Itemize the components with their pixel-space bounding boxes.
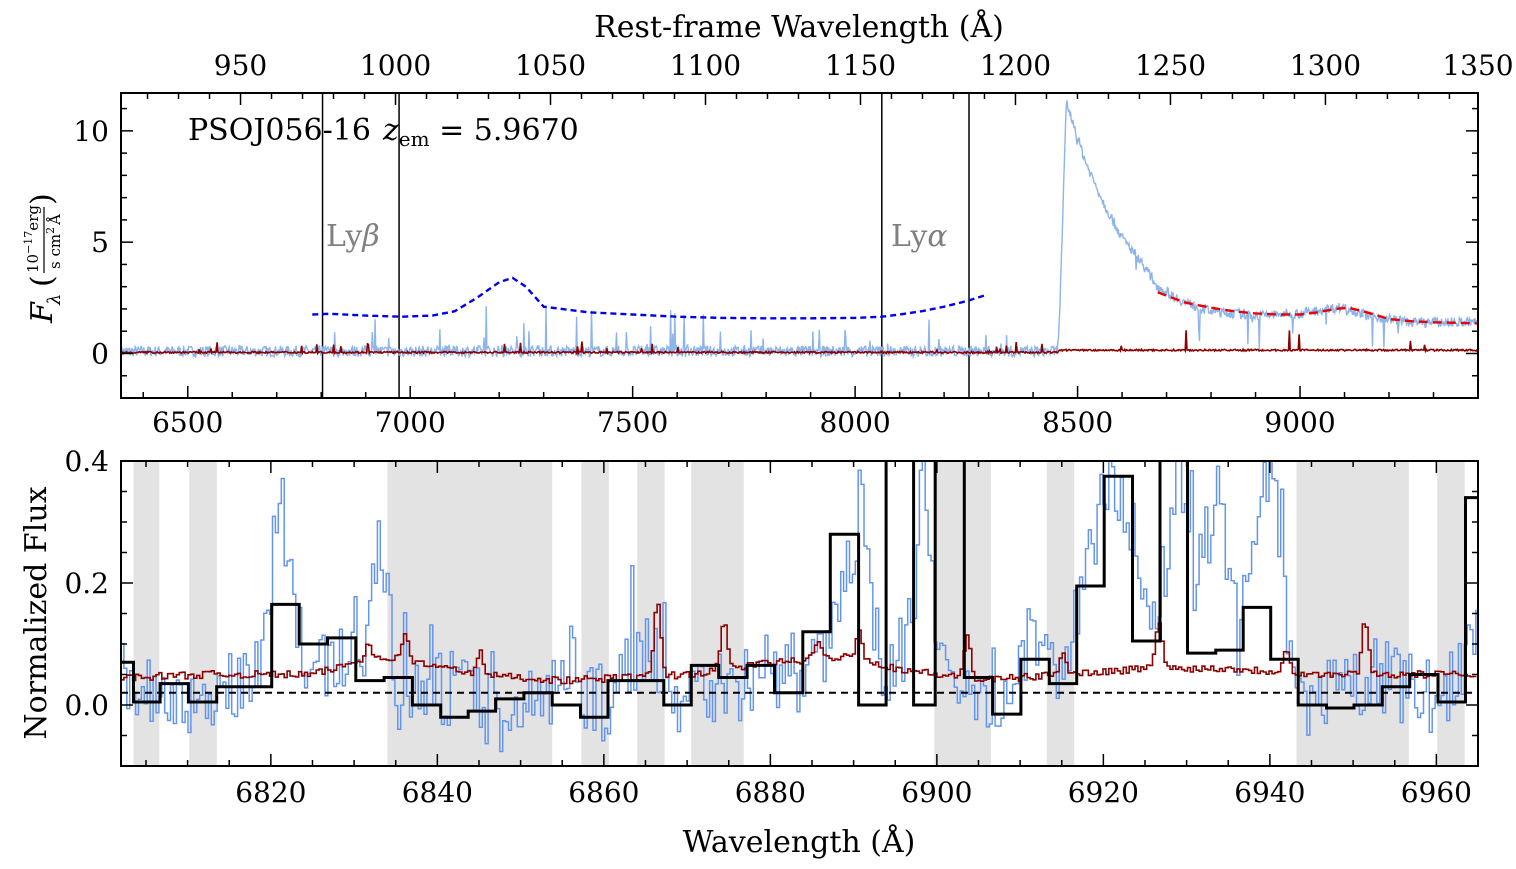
top-plot-area	[121, 93, 1478, 398]
secondary-x-tick-label: 1100	[670, 49, 741, 82]
masked-region-9	[1437, 461, 1465, 766]
secondary-x-tick-label: 1300	[1290, 49, 1361, 82]
masked-region-3	[581, 461, 609, 766]
masked-region-1	[189, 461, 217, 766]
top-flux-series	[121, 100, 1478, 360]
bottom-y-tick-label: 0.4	[64, 445, 109, 478]
bottom-x-tick-label: 6920	[1068, 776, 1139, 809]
secondary-x-tick-label: 1250	[1135, 49, 1206, 82]
svg-text:): )	[25, 193, 60, 205]
bottom-tick-marks	[121, 460, 1479, 767]
masked-region-0	[133, 461, 160, 766]
bottom-x-tick-label: 6960	[1401, 776, 1472, 809]
lyman-alpha-label: Lyα	[891, 219, 948, 254]
bottom-x-tick-label: 6880	[735, 776, 806, 809]
top-x-tick-label: 8000	[819, 406, 890, 439]
bottom-y-axis-title: Normalized Flux	[19, 486, 54, 739]
top-y-tick-label: 10	[73, 115, 109, 148]
bottom-x-axis-title: Wavelength (Å)	[683, 824, 916, 860]
svg-text:F: F	[25, 301, 60, 324]
top-tick-marks	[121, 93, 1479, 398]
top-y-tick-label: 0	[91, 337, 109, 370]
masked-regions	[133, 461, 1465, 766]
lyman-beta-label: Lyβ	[326, 219, 380, 254]
secondary-x-tick-label: 1150	[825, 49, 896, 82]
svg-text:10−17erg: 10−17erg	[22, 205, 42, 273]
secondary-x-tick-label: 950	[214, 49, 267, 82]
bottom-y-tick-labels: 0.0 0.2 0.4	[64, 445, 109, 722]
top-x-tick-label: 9000	[1264, 406, 1335, 439]
svg-text:λ: λ	[44, 294, 65, 306]
bottom-y-tick-label: 0.2	[64, 567, 109, 600]
object-label: PSOJ056-16 zem = 5.9670	[188, 113, 579, 151]
bottom-x-tick-labels: 6820 6840 6860 6880 6900 6920 6940 6960	[235, 776, 1472, 809]
bottom-y-tick-label: 0.0	[64, 689, 109, 722]
top-y-tick-labels: 0 5 10	[73, 115, 109, 371]
top-x-tick-labels: 6500 7000 7500 8000 8500 9000	[152, 406, 1336, 439]
bottom-x-tick-label: 6900	[901, 776, 972, 809]
top-y-axis-title: F λ ( 10−17erg s cm2Å )	[22, 193, 65, 324]
bottom-error-series	[121, 603, 1477, 685]
bottom-x-tick-label: 6860	[568, 776, 639, 809]
secondary-x-tick-labels: 950 1000 1050 1100 1150 1200 1250 1300 1350	[214, 49, 1514, 82]
top-x-tick-label: 8500	[1042, 406, 1113, 439]
top-panel: 6500 7000 7500 8000 8500 9000 0 5 10 950 1000 105…	[22, 9, 1514, 439]
top-x-tick-label: 6500	[152, 406, 223, 439]
bottom-x-tick-label: 6840	[402, 776, 473, 809]
top-x-tick-label: 7000	[375, 406, 446, 439]
masked-region-6	[934, 461, 991, 766]
bottom-binned-series	[121, 461, 1478, 719]
secondary-x-tick-label: 1050	[515, 49, 586, 82]
bottom-plot-area	[121, 461, 1478, 766]
continuum-fit-blue-series	[312, 276, 985, 320]
secondary-x-axis-title: Rest-frame Wavelength (Å)	[594, 9, 1004, 45]
bottom-flux-series	[121, 461, 1477, 753]
bottom-axes-frame	[120, 460, 1479, 767]
top-y-tick-label: 5	[91, 226, 109, 259]
svg-text:(: (	[25, 275, 60, 287]
top-axes-frame	[120, 92, 1479, 399]
bottom-x-tick-label: 6820	[235, 776, 306, 809]
top-error-series	[121, 330, 1478, 356]
masked-region-5	[691, 461, 744, 766]
svg-text:s cm2Å: s cm2Å	[44, 214, 64, 269]
masked-region-8	[1296, 461, 1409, 766]
bottom-series-group	[121, 461, 1478, 753]
secondary-x-tick-label: 1350	[1442, 49, 1513, 82]
top-series-group	[121, 100, 1478, 360]
secondary-x-tick-label: 1000	[360, 49, 431, 82]
bottom-panel: 6820 6840 6860 6880 6900 6920 6940 6960 0.00.20…	[19, 445, 1479, 860]
bottom-x-tick-label: 6940	[1234, 776, 1305, 809]
masked-region-7	[1046, 461, 1075, 766]
top-x-tick-label: 7500	[597, 406, 668, 439]
secondary-x-tick-label: 1200	[980, 49, 1051, 82]
continuum-fit-red-series	[1157, 291, 1478, 325]
masked-region-2	[387, 461, 553, 766]
